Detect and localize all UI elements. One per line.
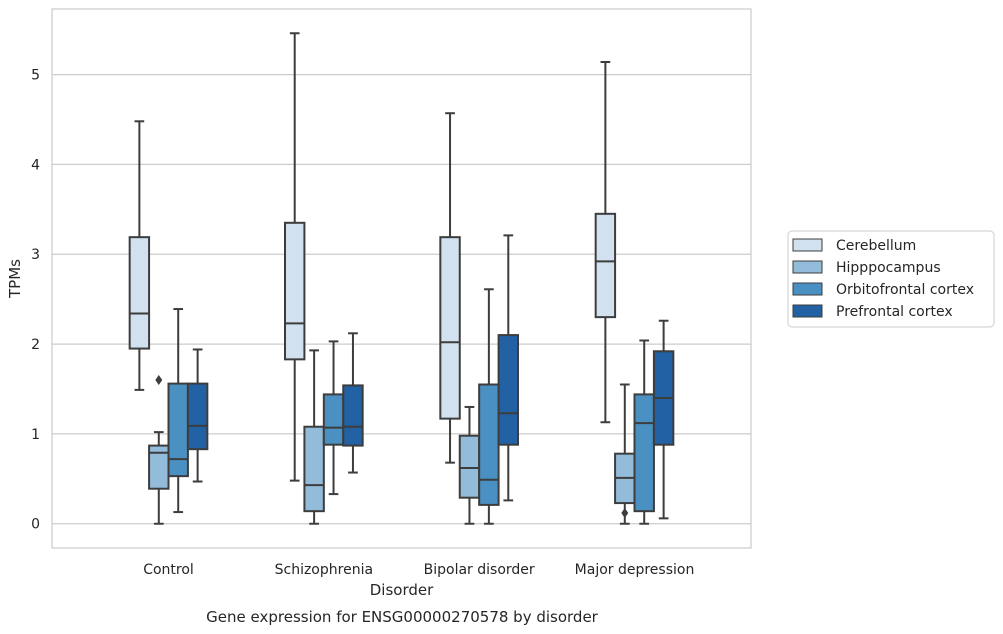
x-axis-label: Disorder <box>370 581 434 599</box>
legend-label: Prefrontal cortex <box>836 304 953 320</box>
box-group <box>497 234 520 502</box>
box <box>186 382 209 451</box>
box <box>594 212 617 319</box>
x-tick-label: Schizophrenia <box>275 562 373 578</box>
box-group <box>478 288 500 525</box>
box-group <box>148 375 170 525</box>
legend-item: Prefrontal cortex <box>792 304 953 320</box>
legend-swatch <box>792 304 823 318</box>
box-group <box>128 120 151 391</box>
y-tick-label: 3 <box>31 247 40 263</box>
y-tick-label: 0 <box>31 517 40 533</box>
box <box>458 434 481 499</box>
y-axis-label: TPMs <box>6 259 24 299</box>
y-tick-labels: 0 1 2 3 4 5 <box>31 68 40 533</box>
box <box>128 236 151 350</box>
x-tick-label: Major depression <box>575 562 695 578</box>
box-group <box>284 32 306 482</box>
y-tick-label: 4 <box>31 157 40 173</box>
y-tick-label: 1 <box>31 427 40 443</box>
legend-label: Cerebellum <box>836 238 916 254</box>
legend: Cerebellum Hipppocampus Orbitofrontal cort… <box>787 230 995 328</box>
legend-item: Hipppocampus <box>792 260 941 276</box>
box-group <box>614 383 636 525</box>
legend-frame <box>787 230 995 328</box>
legend-item: Orbitofrontal cortex <box>792 282 974 298</box>
outlier-point <box>155 375 163 386</box>
box <box>284 221 306 361</box>
y-tick-label: 2 <box>31 337 40 353</box>
plot-area-frame <box>51 8 752 549</box>
legend-swatch <box>792 282 823 296</box>
box-group <box>303 349 325 525</box>
box <box>478 383 500 506</box>
x-tick-label: Control <box>143 562 194 578</box>
box <box>497 334 520 446</box>
legend-label: Orbitofrontal cortex <box>836 282 974 298</box>
legend-swatch <box>792 238 823 252</box>
box-group <box>167 308 189 514</box>
box-group <box>186 348 209 483</box>
box-group <box>342 332 364 474</box>
legend-label: Hipppocampus <box>836 260 941 276</box>
x-tick-label: Bipolar disorder <box>424 562 535 578</box>
box <box>439 236 461 420</box>
box <box>303 425 325 513</box>
legend-swatch <box>792 260 823 274</box>
box-group <box>458 405 481 525</box>
boxes <box>128 32 675 525</box>
x-tick-labels: Control Schizophrenia Bipolar disorder Majo… <box>143 562 694 578</box>
outlier-point <box>621 507 629 518</box>
box-group <box>633 339 655 525</box>
box-group <box>594 61 617 424</box>
legend-item: Cerebellum <box>792 238 916 254</box>
box-group <box>439 112 461 464</box>
box <box>633 393 655 513</box>
box-group <box>322 340 345 496</box>
y-tick-label: 5 <box>31 68 40 84</box>
box <box>322 393 345 446</box>
box <box>167 382 189 478</box>
chart-title: Gene expression for ENSG00000270578 by d… <box>206 608 599 626</box>
box <box>342 384 364 447</box>
box-group <box>652 319 675 520</box>
